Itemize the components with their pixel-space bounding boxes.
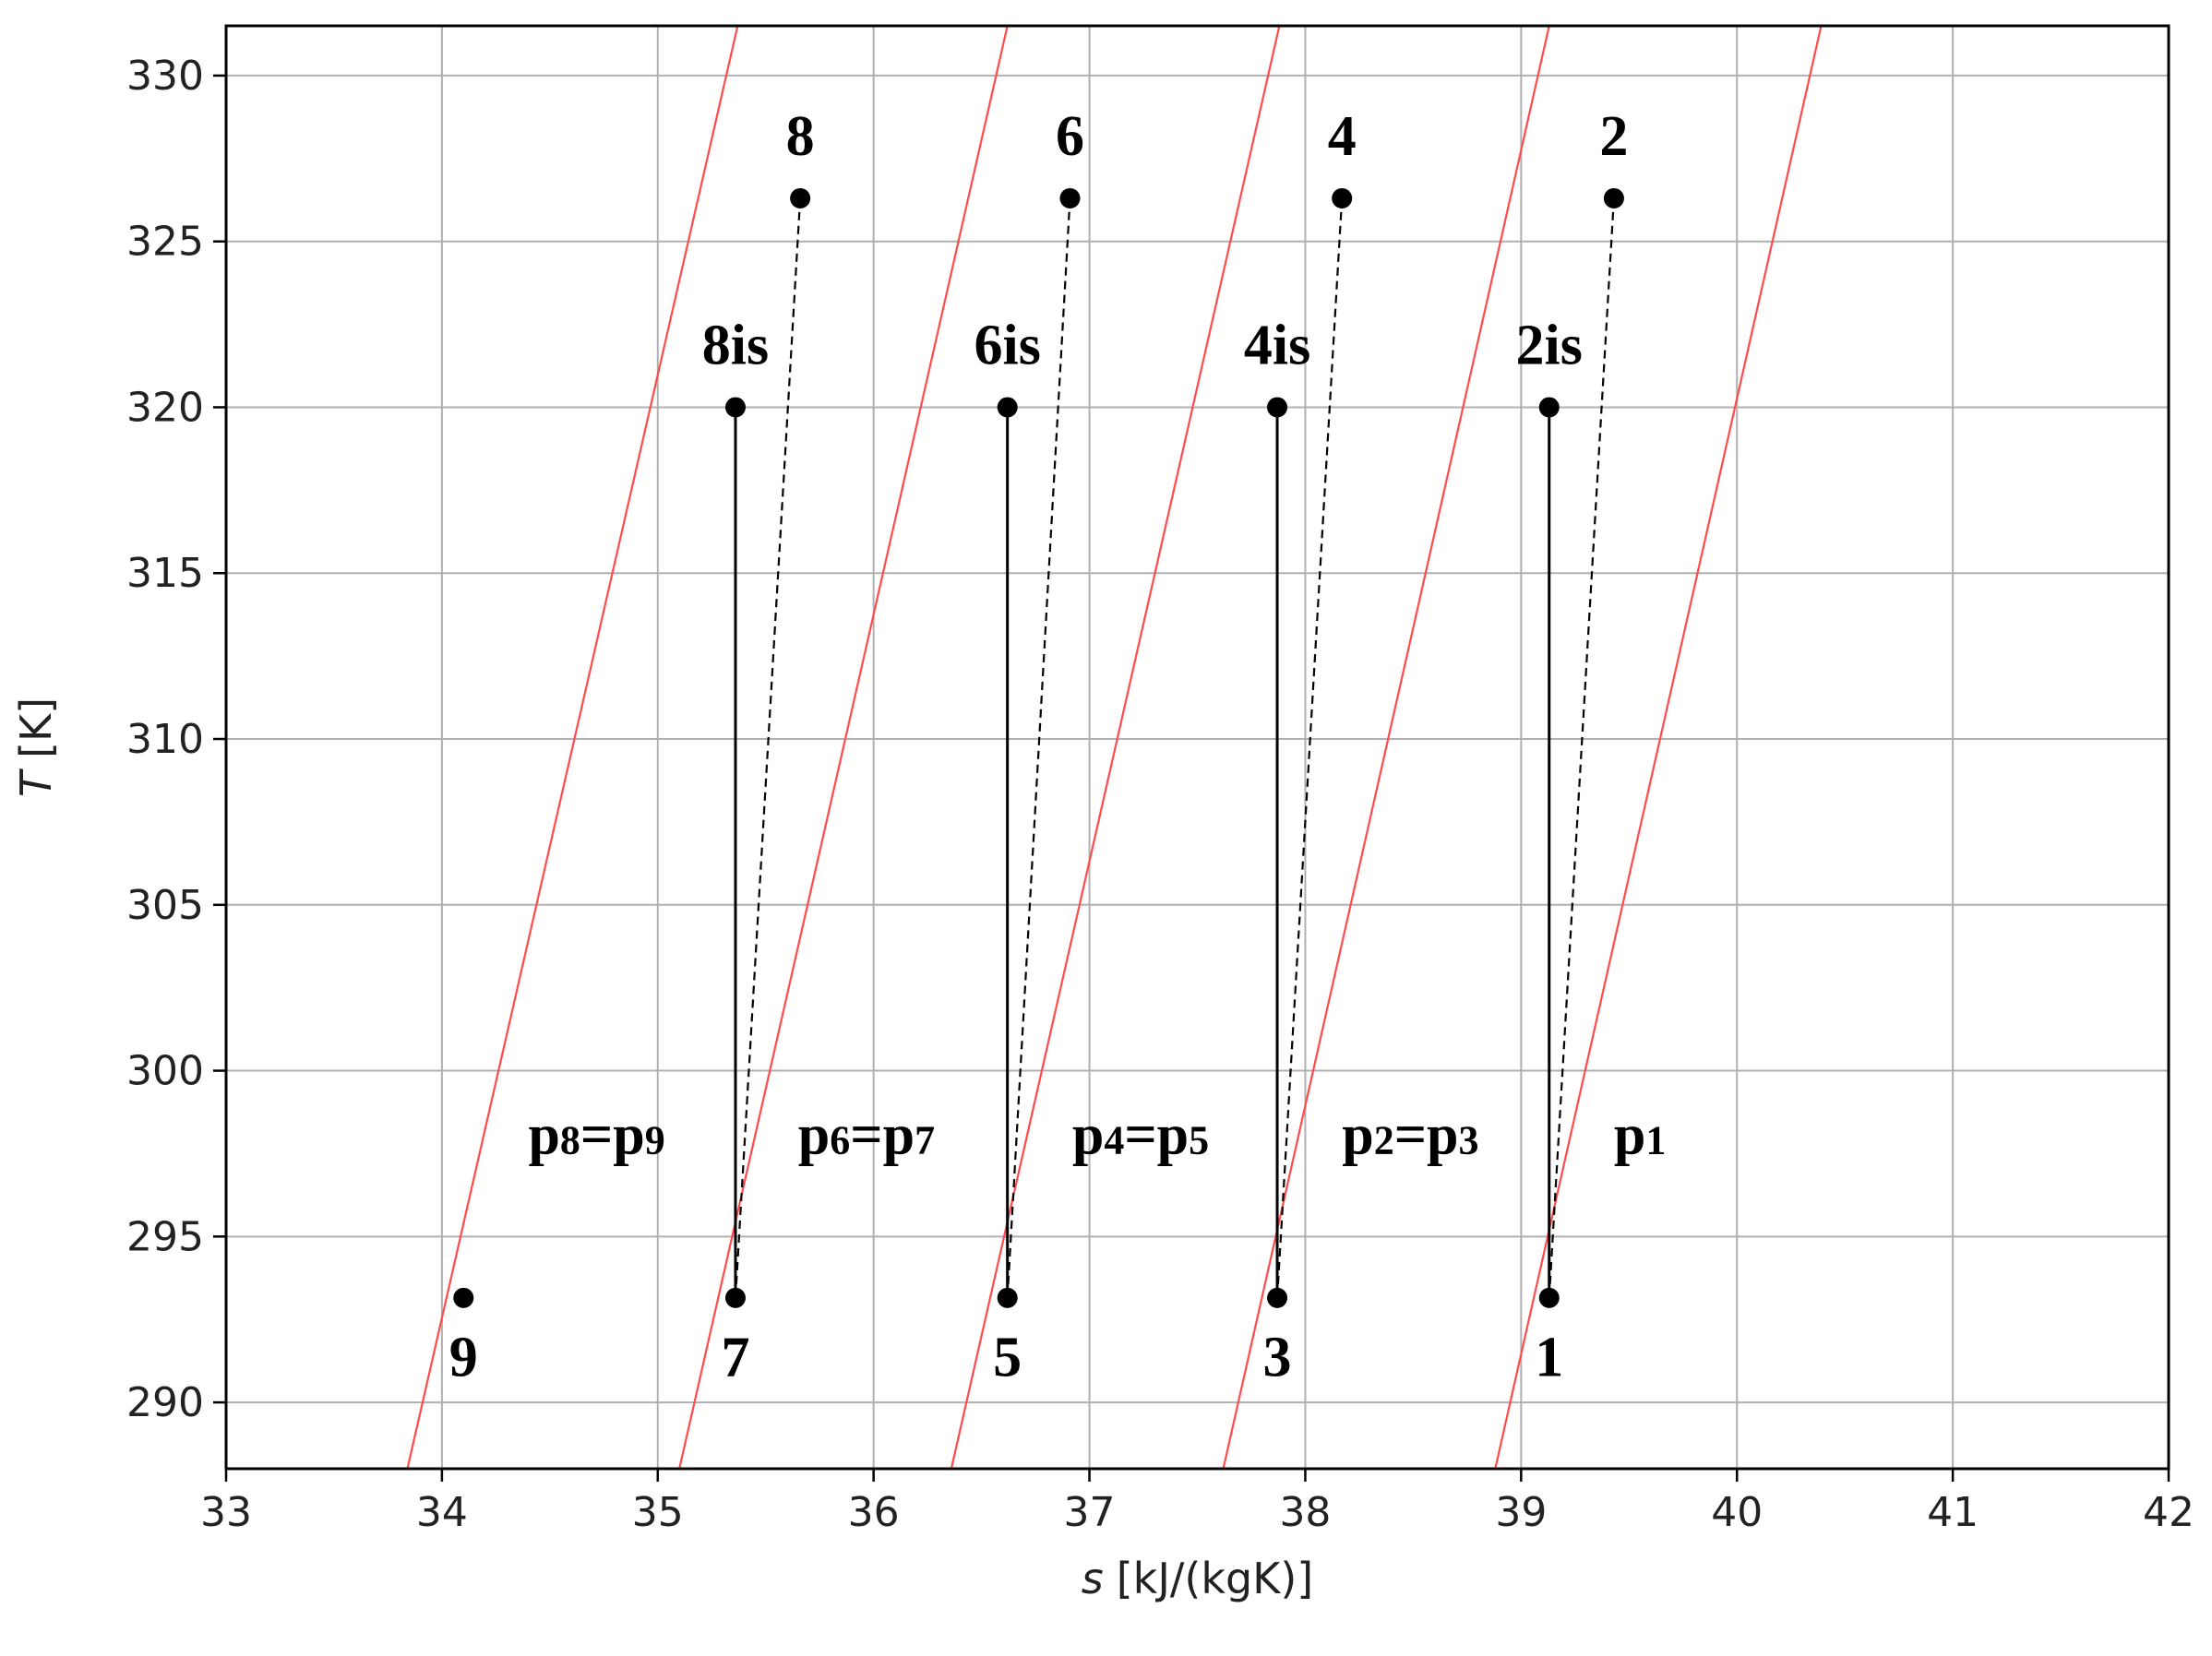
isobar-label-p1: p1 xyxy=(1614,1103,1666,1166)
y-tick-label: 295 xyxy=(126,1213,204,1260)
x-tick-label: 40 xyxy=(1711,1489,1763,1536)
isobar-label-subscript: 4 xyxy=(1104,1117,1124,1162)
isobar-line-p6p7 xyxy=(678,25,1009,1470)
isobar-label-subscript: 6 xyxy=(830,1117,850,1162)
state-label-5: 5 xyxy=(993,1326,1022,1388)
x-tick-label: 35 xyxy=(632,1489,684,1536)
state-labels: p8=p9 p6=p7 p4=p5 p2=p3 p112is234is456is678i… xyxy=(449,105,1667,1388)
state-point-4 xyxy=(1332,187,1353,208)
axis-ticks: 33 34 35 36 37 38 39 40 41 4229029530030531031532… xyxy=(126,53,2194,1536)
state-label-8: 8 xyxy=(786,105,815,168)
x-tick-label: 33 xyxy=(200,1489,252,1536)
y-tick-label: 290 xyxy=(126,1379,204,1426)
isobar-label-subscript: 9 xyxy=(645,1117,665,1162)
y-tick-label: 325 xyxy=(126,219,204,266)
y-tick-label: 310 xyxy=(126,716,204,763)
state-label-7: 7 xyxy=(721,1326,749,1388)
real-compression-line-7-8 xyxy=(734,197,802,1298)
state-label-6: 6 xyxy=(1056,105,1084,168)
state-label-9: 9 xyxy=(449,1326,478,1388)
state-point-6is xyxy=(997,397,1018,418)
state-point-3 xyxy=(1267,1287,1288,1308)
grid-lines xyxy=(225,26,2170,1469)
y-tick-label: 315 xyxy=(126,550,204,597)
y-tick-label: 330 xyxy=(126,53,204,100)
isobar-label-p8p9: p8=p9 xyxy=(528,1103,664,1166)
x-axis-unit: [kJ/(kgK)] xyxy=(1117,1554,1314,1603)
state-point-2is xyxy=(1538,397,1560,418)
state-point-9 xyxy=(453,1287,474,1308)
state-label-2is: 2is xyxy=(1516,315,1583,377)
isobar-label-text: p xyxy=(1614,1103,1645,1166)
state-label-8is: 8is xyxy=(702,315,769,377)
isobar-line-p4p5 xyxy=(950,25,1281,1470)
process-lines xyxy=(734,197,1616,1298)
isobar-label-subscript: 8 xyxy=(560,1117,580,1162)
state-point-8is xyxy=(724,397,746,418)
state-label-4is: 4is xyxy=(1244,315,1310,377)
state-point-7 xyxy=(724,1287,746,1308)
y-tick-label: 320 xyxy=(126,384,204,431)
isobar-label-text: =p xyxy=(1394,1103,1459,1166)
y-tick-label: 305 xyxy=(126,882,204,929)
state-label-3: 3 xyxy=(1263,1326,1292,1388)
y-tick-label: 300 xyxy=(126,1048,204,1095)
isobar-label-p6p7: p6=p7 xyxy=(798,1103,935,1166)
y-axis-variable: T xyxy=(11,768,61,797)
isobar-label-subscript: 7 xyxy=(915,1117,935,1162)
isobar-label-text: p xyxy=(1342,1103,1373,1166)
x-tick-label: 38 xyxy=(1279,1489,1331,1536)
isobar-label-p2p3: p2=p3 xyxy=(1342,1103,1478,1166)
x-tick-label: 34 xyxy=(416,1489,468,1536)
isobar-label-text: =p xyxy=(850,1103,915,1166)
isobar-label-subscript: 5 xyxy=(1189,1117,1209,1162)
isobar-label-text: p xyxy=(1072,1103,1104,1166)
state-point-1 xyxy=(1538,1287,1560,1308)
isobar-label-text: p xyxy=(528,1103,559,1166)
isobar-label-subscript: 1 xyxy=(1645,1117,1666,1162)
x-axis-variable: s xyxy=(1082,1554,1104,1603)
x-axis-label: s [kJ/(kgK)] xyxy=(1082,1554,1313,1603)
state-label-2: 2 xyxy=(1599,105,1628,168)
isobar-line-p8p9 xyxy=(406,25,739,1470)
isobar-label-p4p5: p4=p5 xyxy=(1072,1103,1209,1166)
y-axis-label: T [K] xyxy=(11,697,61,797)
isobar-label-text: =p xyxy=(1124,1103,1189,1166)
state-points xyxy=(453,187,1624,1308)
x-tick-label: 42 xyxy=(2143,1489,2194,1536)
x-tick-label: 37 xyxy=(1064,1489,1116,1536)
x-tick-label: 39 xyxy=(1495,1489,1547,1536)
x-tick-label: 41 xyxy=(1927,1489,1979,1536)
state-point-2 xyxy=(1603,187,1624,208)
state-label-6is: 6is xyxy=(974,315,1040,377)
isobar-label-subscript: 2 xyxy=(1374,1117,1394,1162)
x-tick-label: 36 xyxy=(848,1489,900,1536)
y-axis-unit: [K] xyxy=(11,697,61,758)
state-point-5 xyxy=(997,1287,1018,1308)
real-compression-line-5-6 xyxy=(1006,197,1071,1298)
real-compression-line-3-4 xyxy=(1275,197,1344,1298)
isobar-label-text: p xyxy=(798,1103,830,1166)
isobar-label-subscript: 3 xyxy=(1459,1117,1479,1162)
state-point-6 xyxy=(1059,187,1081,208)
plot-frame xyxy=(224,24,2170,1471)
real-compression-line-1-2 xyxy=(1548,197,1616,1298)
state-label-4: 4 xyxy=(1328,105,1357,168)
isobar-label-text: =p xyxy=(580,1103,645,1166)
state-point-4is xyxy=(1267,397,1288,418)
state-point-8 xyxy=(790,187,811,208)
state-label-1: 1 xyxy=(1535,1326,1563,1388)
